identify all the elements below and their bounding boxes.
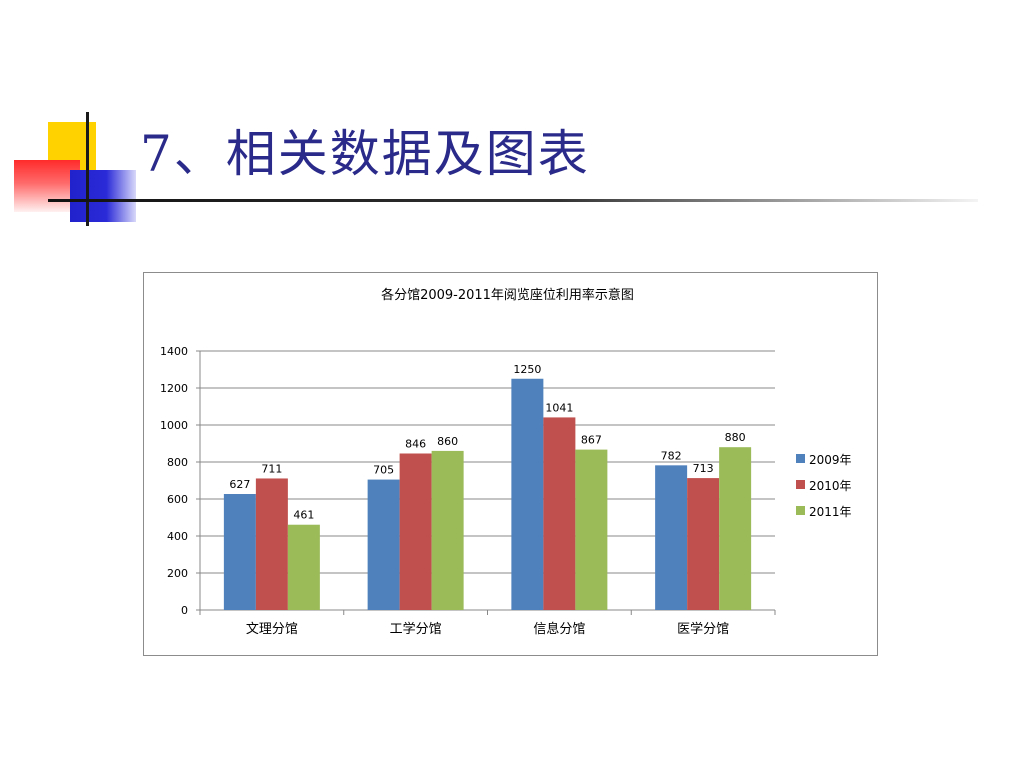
y-tick-label: 800 bbox=[167, 456, 188, 469]
chart-title: 各分馆2009-2011年阅览座位利用率示意图 bbox=[381, 287, 634, 303]
y-tick-label: 600 bbox=[167, 493, 188, 506]
y-tick-label: 400 bbox=[167, 530, 188, 543]
bar-2010年-工学分馆 bbox=[399, 453, 432, 610]
data-label: 880 bbox=[725, 431, 746, 444]
bar-2010年-信息分馆 bbox=[543, 417, 576, 610]
y-tick-label: 200 bbox=[167, 567, 188, 580]
decor-vertical-line bbox=[86, 112, 89, 226]
bar-2010年-医学分馆 bbox=[687, 478, 720, 610]
bar-2011年-文理分馆 bbox=[287, 524, 320, 610]
legend-swatch bbox=[796, 506, 805, 515]
bar-2010年-文理分馆 bbox=[255, 478, 288, 610]
legend-label: 2011年 bbox=[809, 505, 852, 519]
data-label: 711 bbox=[261, 462, 282, 475]
y-tick-label: 0 bbox=[181, 604, 188, 617]
data-label: 461 bbox=[293, 509, 314, 522]
legend-swatch bbox=[796, 454, 805, 463]
x-tick-label: 信息分馆 bbox=[533, 621, 585, 637]
x-tick-label: 工学分馆 bbox=[390, 621, 442, 637]
data-label: 860 bbox=[437, 435, 458, 448]
chart-frame: 各分馆2009-2011年阅览座位利用率示意图 0 200 400 600 800 1000… bbox=[143, 272, 878, 656]
data-label: 713 bbox=[693, 462, 714, 475]
slide-title: 7、相关数据及图表 bbox=[140, 125, 590, 183]
bar-2009年-文理分馆 bbox=[223, 494, 256, 610]
data-label: 846 bbox=[405, 437, 426, 450]
bar-chart: 各分馆2009-2011年阅览座位利用率示意图 0 200 400 600 800 1000… bbox=[160, 287, 852, 637]
legend-swatch bbox=[796, 480, 805, 489]
x-tick-label: 医学分馆 bbox=[677, 621, 729, 637]
y-tick-label: 1200 bbox=[160, 382, 188, 395]
decor-blue-square bbox=[70, 170, 136, 222]
y-tick-label: 1400 bbox=[160, 345, 188, 358]
bar-2009年-工学分馆 bbox=[367, 479, 400, 610]
legend-label: 2009年 bbox=[809, 453, 852, 467]
title-underline bbox=[48, 199, 978, 202]
data-label: 705 bbox=[373, 464, 394, 477]
data-label: 782 bbox=[661, 449, 682, 462]
data-label: 1041 bbox=[545, 401, 573, 414]
data-label: 1250 bbox=[513, 363, 541, 376]
y-tick-label: 1000 bbox=[160, 419, 188, 432]
decor-red-square bbox=[14, 160, 80, 212]
bar-2009年-医学分馆 bbox=[655, 465, 688, 610]
bar-2011年-工学分馆 bbox=[431, 450, 464, 610]
bar-2011年-信息分馆 bbox=[575, 449, 608, 610]
data-label: 867 bbox=[581, 434, 602, 447]
legend-label: 2010年 bbox=[809, 479, 852, 493]
data-label: 627 bbox=[229, 478, 250, 491]
bar-2009年-信息分馆 bbox=[511, 378, 544, 610]
x-tick-label: 文理分馆 bbox=[246, 622, 298, 637]
bar-2011年-医学分馆 bbox=[719, 447, 752, 610]
